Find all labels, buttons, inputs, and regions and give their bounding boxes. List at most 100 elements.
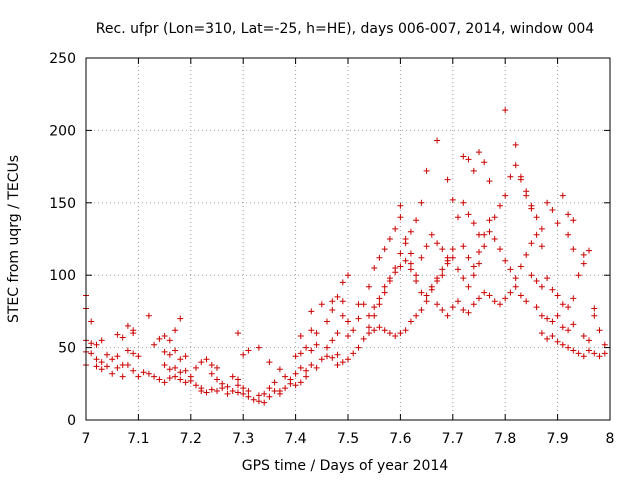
data-point	[444, 312, 451, 319]
data-point	[549, 207, 556, 213]
data-point	[151, 341, 158, 348]
data-point	[455, 214, 461, 221]
x-tick-label: 7.5	[337, 431, 359, 447]
data-point	[245, 347, 252, 354]
x-tick-label: 7.4	[284, 431, 306, 447]
data-point	[166, 337, 173, 344]
data-point	[423, 292, 430, 299]
data-point	[303, 367, 310, 374]
data-point	[465, 156, 472, 163]
data-point	[276, 388, 283, 394]
data-points	[83, 107, 608, 406]
data-point	[601, 341, 608, 348]
data-point	[538, 312, 545, 319]
data-point	[172, 373, 179, 380]
data-point	[407, 228, 414, 235]
data-point	[407, 260, 414, 267]
data-point	[250, 396, 257, 403]
x-tick-label: 7.6	[389, 431, 411, 447]
data-point	[392, 225, 399, 232]
data-point	[423, 298, 430, 305]
data-point	[413, 312, 420, 319]
data-point	[329, 298, 336, 305]
data-point	[470, 301, 477, 308]
data-point	[313, 364, 320, 371]
data-point	[580, 353, 587, 360]
data-point	[418, 289, 425, 296]
data-point	[177, 369, 184, 376]
data-point	[397, 330, 404, 337]
data-point	[214, 388, 220, 394]
data-point	[491, 236, 498, 242]
data-point	[318, 356, 325, 363]
y-tick-label: 150	[49, 196, 76, 212]
data-point	[229, 388, 236, 394]
data-point	[308, 362, 315, 368]
data-point	[497, 202, 503, 209]
data-point	[476, 149, 482, 156]
data-point	[559, 301, 566, 308]
data-point	[161, 348, 168, 355]
data-point	[486, 217, 493, 224]
data-point	[130, 350, 137, 357]
data-point	[538, 283, 545, 290]
data-point	[413, 217, 420, 224]
data-point	[512, 141, 519, 148]
data-point	[156, 376, 163, 383]
data-point	[538, 330, 545, 337]
data-point	[214, 376, 220, 383]
data-point	[580, 260, 587, 267]
data-point	[418, 199, 425, 206]
data-point	[130, 327, 137, 334]
data-point	[528, 272, 535, 279]
data-point	[397, 250, 404, 257]
data-point	[224, 383, 231, 390]
data-point	[449, 304, 456, 311]
data-point	[460, 307, 467, 313]
data-point	[282, 373, 289, 380]
data-point	[255, 392, 262, 399]
data-point	[88, 318, 95, 325]
y-tick-label: 200	[49, 123, 76, 139]
data-point	[586, 337, 592, 344]
data-point	[381, 327, 388, 334]
data-point	[355, 315, 362, 322]
data-point	[166, 375, 173, 381]
data-point	[512, 275, 519, 282]
data-point	[591, 350, 598, 357]
data-point	[371, 312, 378, 319]
data-point	[93, 341, 100, 348]
data-point	[124, 322, 131, 329]
data-point	[570, 347, 577, 354]
data-point	[565, 327, 572, 334]
data-point	[444, 176, 451, 183]
data-point	[517, 263, 524, 270]
data-point	[193, 382, 199, 389]
data-point	[334, 362, 341, 368]
data-point	[297, 350, 304, 357]
data-point	[376, 301, 383, 308]
data-point	[470, 263, 477, 270]
data-point	[371, 327, 378, 334]
data-point	[334, 351, 341, 358]
data-point	[145, 370, 152, 377]
data-point	[470, 167, 477, 174]
data-point	[297, 333, 304, 339]
data-point	[502, 257, 509, 264]
data-point	[418, 307, 425, 313]
data-point	[329, 307, 336, 313]
data-point	[418, 254, 425, 261]
data-point	[439, 246, 446, 253]
data-point	[497, 301, 503, 308]
data-point	[334, 293, 341, 300]
data-point	[570, 295, 577, 302]
data-point	[339, 298, 346, 305]
data-point	[287, 380, 294, 387]
data-point	[329, 354, 336, 361]
data-point	[172, 364, 179, 371]
data-point	[523, 192, 530, 199]
data-point	[292, 382, 299, 389]
data-point	[297, 379, 304, 386]
data-point	[339, 359, 346, 366]
